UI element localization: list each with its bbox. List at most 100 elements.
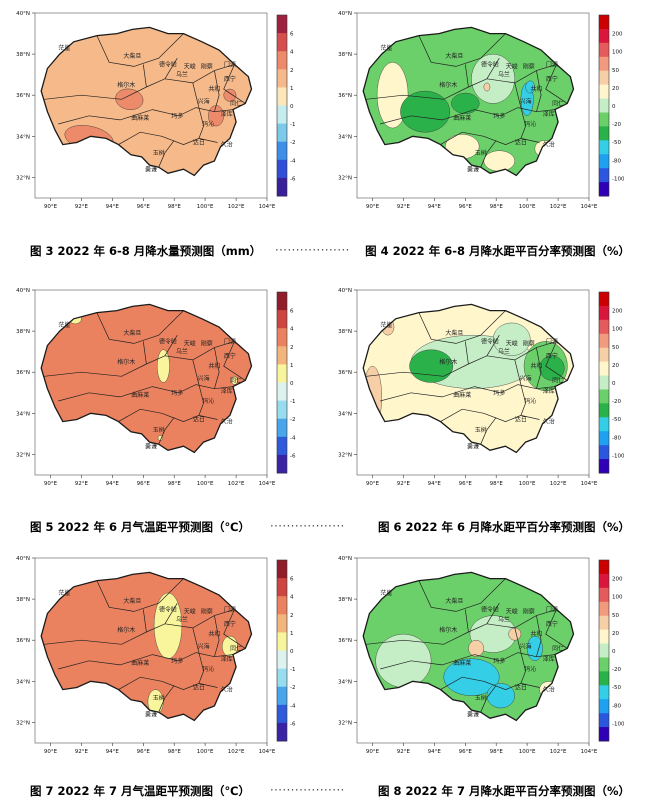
y-tick-label: 32°N: [16, 452, 30, 458]
county-boundary: [464, 64, 469, 88]
colorbar-tick-label: 200: [612, 32, 623, 38]
province-boundary: [362, 303, 575, 454]
x-tick-label: 98°E: [168, 204, 182, 210]
x-tick-label: 92°E: [75, 749, 89, 755]
place-label: 共和: [530, 630, 542, 638]
county-boundary: [214, 347, 220, 389]
colorbar-swatch: [599, 459, 609, 474]
place-label: 西宁: [224, 620, 236, 628]
colorbar-swatch: [277, 51, 287, 70]
colorbar-tick-label: -100: [612, 176, 624, 182]
contour-region: [221, 635, 238, 657]
place-label: 久治: [543, 418, 555, 426]
colorbar-swatch: [599, 629, 609, 644]
colorbar-tick-label: 6: [290, 32, 294, 38]
x-tick-label: 90°E: [44, 204, 58, 210]
y-tick-label: 34°N: [16, 411, 30, 417]
contour-region: [153, 592, 183, 659]
county-boundary: [118, 408, 218, 422]
county-boundary: [158, 140, 175, 168]
colorbar-swatch: [277, 578, 287, 597]
x-tick-label: 96°E: [137, 749, 151, 755]
county-boundary: [486, 335, 500, 356]
county-boundary: [418, 578, 506, 612]
colorbar-tick-label: -2: [290, 417, 295, 423]
place-label: 门源: [224, 337, 236, 345]
colorbar-swatch: [599, 403, 609, 418]
y-tick-label: 36°N: [16, 370, 30, 376]
contour-region: [451, 92, 480, 114]
x-tick-label: 90°E: [44, 749, 58, 755]
map-fill: [363, 572, 574, 721]
colorbar-swatch: [599, 84, 609, 99]
contour-region: [483, 82, 491, 92]
y-tick-label: 38°N: [16, 329, 30, 335]
place-label: 大柴旦: [445, 52, 463, 60]
county-boundary: [366, 609, 557, 645]
colorbar-swatch: [599, 70, 609, 86]
colorbar-tick-label: -20: [612, 122, 621, 128]
x-tick-label: 92°E: [397, 204, 411, 210]
x-tick-label: 94°E: [106, 749, 120, 755]
place-label: 曲麻莱: [453, 114, 471, 122]
colorbar-tick-label: -50: [612, 140, 621, 146]
place-label: 玛多: [171, 389, 183, 397]
colorbar-swatch: [599, 98, 609, 113]
x-tick-label: 102°E: [228, 204, 245, 210]
county-boundary: [214, 70, 220, 112]
colorbar-tick-label: -100: [612, 721, 624, 727]
place-label: 玛沁: [202, 120, 214, 128]
county-boundary: [480, 417, 497, 445]
contour-region: [223, 88, 237, 102]
county-boundary: [464, 609, 469, 633]
x-tick-label: 100°E: [197, 481, 214, 487]
place-label: 泽库: [543, 387, 555, 395]
x-tick-label: 102°E: [228, 749, 245, 755]
colorbar-tick-label: 0: [612, 104, 616, 110]
axes: 90°E 92°E 94°E 96°E 98°E 100°E 102°E 104°E 40°N 3…: [338, 11, 598, 210]
province-boundary: [362, 26, 575, 177]
colorbar-tick-label: -6: [290, 453, 296, 459]
caption-fig4: 图 4 2022 年 6-8 月降水距平百分率预测图（%）: [365, 244, 630, 258]
map-panel-fig6: 德令哈 格尔木 大柴旦 茫崖 曲麻莱 玛多 玉树 西宁 共和 同仁 玛沁 囊谦 久治 门源 刚察 兴海 泽库 达日…: [327, 282, 624, 500]
colorbar-swatch: [277, 704, 287, 724]
county-boundary: [480, 685, 497, 713]
y-tick-label: 34°N: [338, 679, 352, 685]
place-label: 兴海: [198, 97, 210, 105]
colorbar-swatch: [599, 417, 609, 432]
colorbar-swatch: [277, 632, 287, 651]
colorbar-tick-label: 50: [612, 613, 619, 619]
colorbar-tick-label: 1: [290, 86, 294, 92]
y-tick-label: 38°N: [16, 52, 30, 58]
y-tick-label: 36°N: [16, 93, 30, 99]
colorbar-swatch: [277, 328, 287, 347]
contour-region: [508, 627, 522, 641]
colorbar-swatch: [599, 615, 609, 631]
place-label: 茫崖: [380, 321, 392, 329]
colorbar-swatch: [599, 375, 609, 390]
province-boundary: [40, 26, 253, 177]
colorbar-swatch: [599, 56, 609, 72]
x-tick-label: 90°E: [44, 481, 58, 487]
y-tick-label: 36°N: [16, 638, 30, 644]
contour-region: [443, 658, 500, 696]
place-label: 门源: [546, 605, 558, 613]
colorbar-tick-label: -4: [290, 158, 296, 164]
x-tick-label: 92°E: [397, 749, 411, 755]
colorbar-tick-label: 0: [290, 104, 294, 110]
x-tick-label: 94°E: [428, 481, 442, 487]
county-boundary: [164, 335, 178, 356]
place-label: 同仁: [230, 100, 242, 108]
x-tick-label: 104°E: [581, 749, 598, 755]
x-tick-label: 102°E: [550, 481, 567, 487]
colorbar-tick-label: 0: [612, 649, 616, 655]
place-label: 刚察: [201, 63, 213, 71]
x-tick-label: 96°E: [459, 749, 473, 755]
colorbar-swatch: [277, 650, 287, 670]
x-tick-label: 102°E: [550, 204, 567, 210]
colorbar-tick-label: 100: [612, 50, 623, 56]
place-label: 同仁: [552, 645, 564, 653]
